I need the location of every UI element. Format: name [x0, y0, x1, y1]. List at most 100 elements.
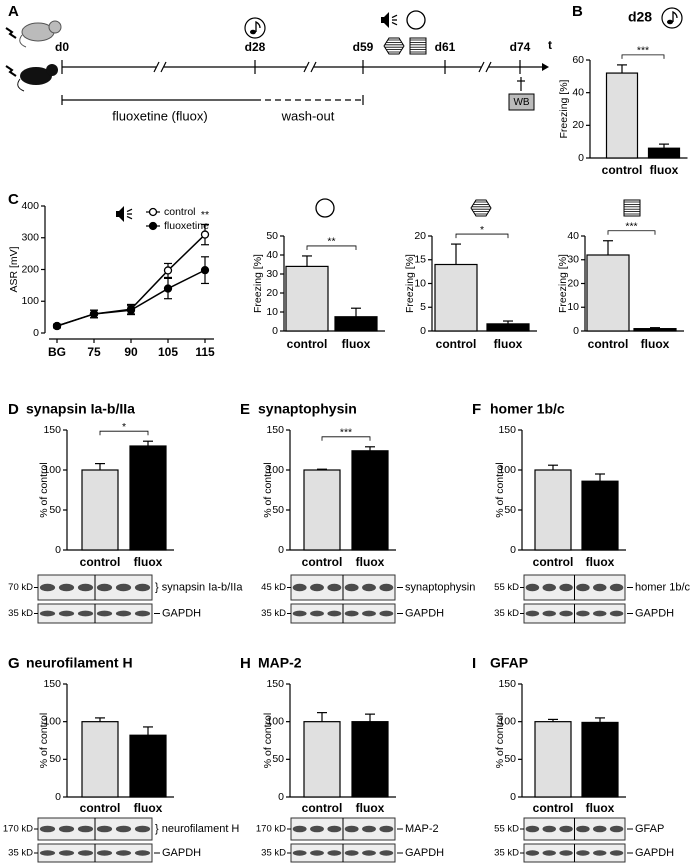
blot-size-label: 70 kD [8, 582, 33, 593]
blot-size-label: 45 kD [261, 582, 286, 593]
y-tick-label: 5 [420, 301, 426, 313]
y-tick-label: 20 [414, 230, 426, 242]
y-tick-label: 30 [266, 268, 278, 280]
blot-protein-label: homer 1b/c [635, 581, 691, 593]
bar [486, 323, 530, 332]
stroke [126, 208, 133, 213]
y-tick-label: 0 [278, 791, 284, 803]
blot-band [593, 583, 607, 592]
time-axis-label: t [548, 38, 552, 52]
y-tick-label: 50 [266, 230, 278, 242]
stroke [303, 61, 310, 73]
blot-band [379, 850, 394, 856]
note-head [250, 29, 256, 35]
blot-band [362, 583, 376, 592]
y-tick-label: 40 [266, 249, 278, 261]
x-tick-label: fluox [342, 337, 371, 351]
y-tick-label: 100 [43, 464, 61, 476]
blot-band [344, 583, 359, 592]
panel-title: neurofilament H [26, 655, 133, 671]
stroke [126, 215, 133, 220]
blot-size-label: 35 kD [261, 608, 286, 619]
blot-band [58, 850, 75, 856]
y-tick-label: 50 [272, 504, 284, 516]
y-tick-label: 20 [572, 119, 584, 131]
blot-band [362, 850, 376, 856]
day-label: d28 [245, 40, 266, 54]
blot-band [115, 850, 132, 856]
blot-protein-label: GAPDH [162, 607, 201, 619]
x-tick-label: fluox [650, 163, 679, 177]
blot-band [292, 583, 307, 592]
blot-band [344, 825, 359, 833]
x-tick-label: control [302, 555, 343, 569]
x-tick-label: fluox [356, 555, 385, 569]
bar [647, 147, 681, 159]
blot-band [96, 610, 113, 617]
stroke [478, 61, 485, 73]
marker [200, 265, 210, 275]
note-stem [672, 10, 678, 22]
blot-band [525, 610, 540, 617]
error-bar [365, 713, 375, 722]
blot-band [525, 850, 540, 856]
panel-letter: A [8, 3, 19, 20]
blot-size-label: 170 kD [3, 824, 33, 835]
error-bar [595, 717, 605, 723]
blot-band [77, 850, 94, 856]
bar [351, 450, 389, 551]
significance-bracket [621, 54, 665, 59]
blot-band [609, 825, 624, 833]
significance-bracket [607, 230, 656, 235]
blot-band [134, 610, 151, 617]
blot-band [379, 610, 394, 617]
panel-title: d28 [628, 9, 652, 25]
blot-band [58, 583, 75, 592]
x-tick-label: control [588, 337, 629, 351]
blot-size-label: 35 kD [8, 608, 33, 619]
significance-bracket [321, 436, 371, 441]
bar [581, 480, 619, 551]
blot-band [292, 610, 307, 617]
significance-bracket [99, 430, 149, 436]
x-tick-label: 105 [158, 345, 178, 359]
y-tick-label: 0 [272, 325, 278, 337]
blot-band [96, 850, 113, 856]
panel-title: synaptophysin [258, 401, 357, 417]
y-tick-label: 50 [49, 504, 61, 516]
x-tick-label: control [80, 801, 121, 815]
x-tick-label: control [302, 801, 343, 815]
legend-label: control [164, 206, 196, 218]
blot-band [542, 825, 556, 833]
error-bar [650, 327, 660, 329]
mouse-gray-tail [19, 34, 27, 48]
speaker-icon [381, 12, 389, 28]
x-tick-label: fluox [356, 801, 385, 815]
bar [534, 469, 572, 551]
blot-band [134, 825, 151, 833]
error-bar [95, 717, 105, 722]
y-tick-label: 20 [567, 277, 579, 289]
blot-size-label: 35 kD [261, 848, 286, 859]
day-label: d0 [55, 40, 69, 54]
blot-band [115, 583, 132, 592]
marker [200, 230, 210, 239]
assay-box [508, 93, 535, 111]
blot-band [327, 850, 342, 856]
blot-size-label: 35 kD [494, 608, 519, 619]
marker [89, 309, 99, 319]
y-axis-label: % of control [494, 713, 506, 768]
y-tick-label: 0 [55, 544, 61, 556]
marker [52, 321, 62, 331]
blot-band [58, 825, 75, 833]
blot-band [559, 850, 573, 856]
blot-band [310, 850, 324, 856]
blot-band [39, 610, 56, 617]
y-tick-label: 100 [266, 715, 284, 727]
bar [303, 469, 341, 551]
y-tick-label: 150 [43, 678, 61, 690]
x-tick-label: fluox [586, 555, 615, 569]
y-tick-label: 50 [49, 753, 61, 765]
error-bar [595, 473, 605, 482]
x-tick-label: control [533, 801, 574, 815]
